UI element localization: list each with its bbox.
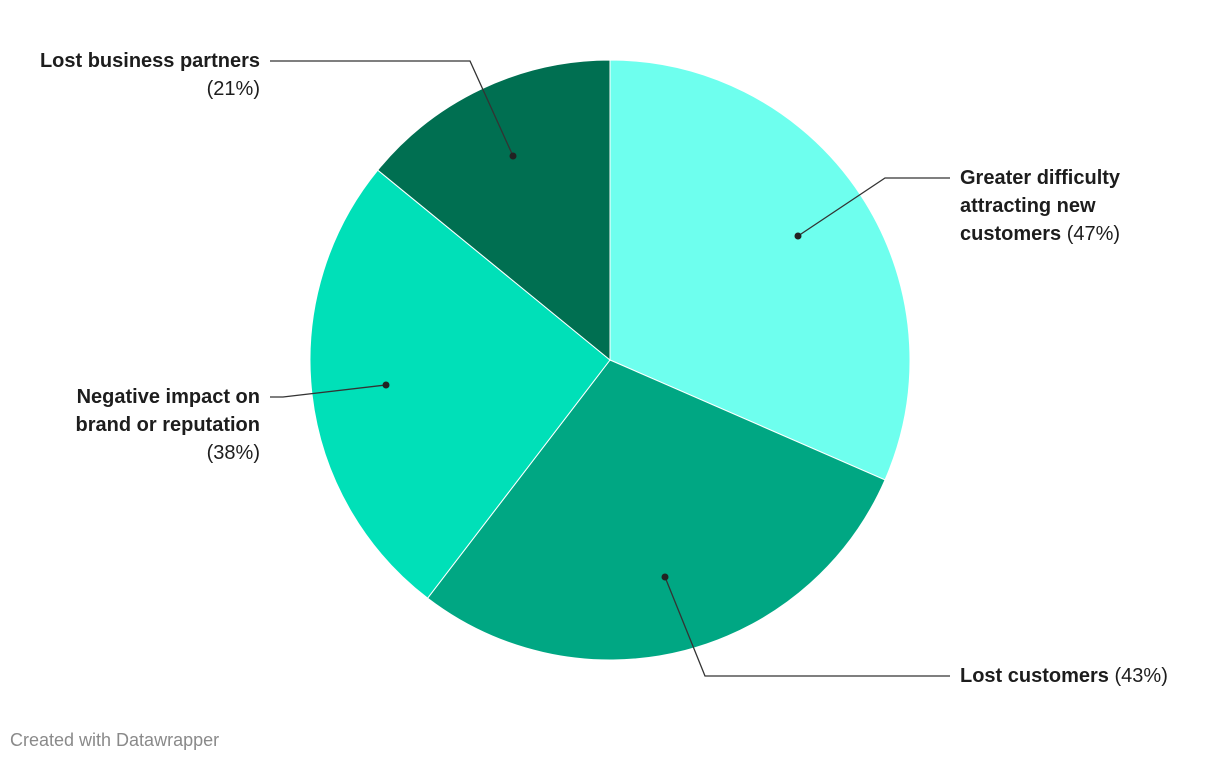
pie-slice <box>426 359 886 661</box>
credit: Created with Datawrapper <box>10 730 220 750</box>
leader-line <box>664 576 950 677</box>
leader-line <box>797 177 950 237</box>
category-label: Greater difficulty attracting new custom… <box>960 167 1121 245</box>
leader-line <box>270 384 387 398</box>
value-label: (43%) <box>1114 665 1168 687</box>
category-label: Lost customers <box>960 665 1109 687</box>
leader-dot <box>794 232 802 240</box>
pie-slice <box>609 59 911 481</box>
pie-slice <box>377 59 611 362</box>
value-label: (21%) <box>206 78 260 100</box>
category-label: Lost business partners <box>39 50 260 72</box>
category-label: Negative impact on brand or reputation <box>75 386 260 436</box>
slice-label: Negative impact on brand or reputation (… <box>30 383 260 467</box>
leader-dot <box>509 152 517 160</box>
pie-slice <box>309 169 611 599</box>
leader-dot <box>661 573 669 581</box>
slice-label: Lost business partners (21%) <box>0 47 260 103</box>
slice-label: Lost customers (43%) <box>960 662 1220 690</box>
value-label: (47%) <box>1066 223 1121 245</box>
leader-line <box>270 60 514 157</box>
value-label: (38%) <box>206 442 260 464</box>
leader-dot <box>382 381 390 389</box>
slice-label: Greater difficulty attracting new custom… <box>960 164 1155 248</box>
